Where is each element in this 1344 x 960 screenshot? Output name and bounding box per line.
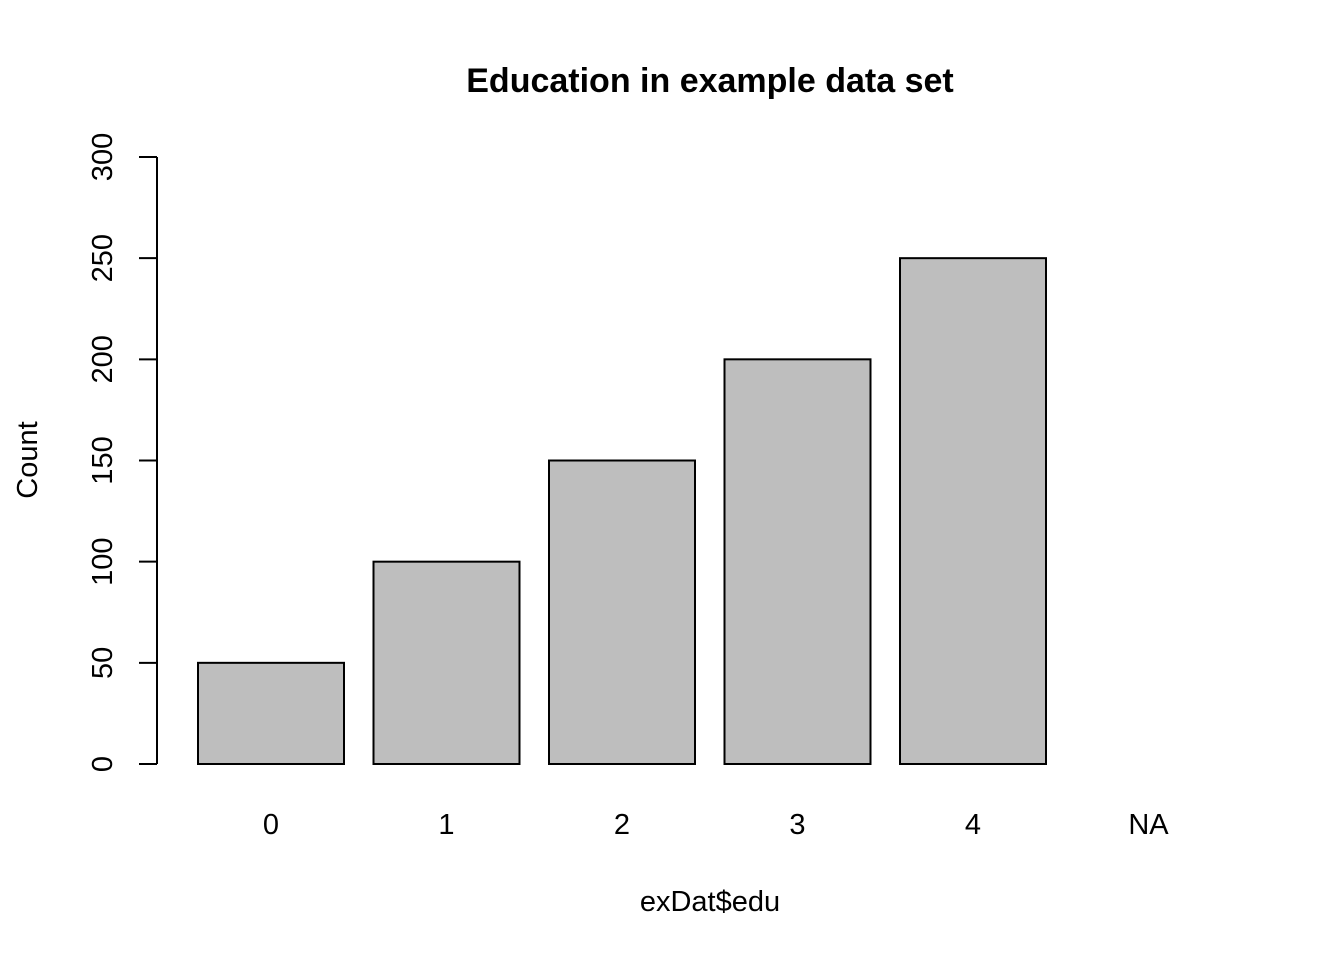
x-tick-label: 4 (965, 809, 981, 841)
y-tick-label: 150 (87, 436, 119, 484)
x-tick-labels: 0 1 2 3 4 NA (263, 809, 1169, 841)
y-axis: 0 50 100 150 200 250 300 (87, 133, 158, 772)
y-tick-label: 0 (87, 756, 119, 772)
bar-1 (372, 560, 521, 766)
bar-2 (548, 459, 696, 765)
x-axis-label: exDat$edu (640, 886, 780, 918)
bar-3 (723, 358, 872, 765)
y-tick-label: 250 (87, 234, 119, 282)
bar-0 (197, 661, 345, 765)
y-axis-label: Count (12, 421, 44, 498)
x-tick-label: 3 (789, 809, 805, 841)
bars (197, 257, 1047, 766)
x-tick-label: NA (1128, 809, 1169, 841)
y-tick-label: 100 (87, 537, 119, 585)
x-tick-label: 2 (614, 809, 630, 841)
y-tick-label: 300 (87, 133, 119, 181)
x-tick-label: 1 (438, 809, 454, 841)
y-tick-label: 50 (87, 647, 119, 679)
x-tick-label: 0 (263, 809, 279, 841)
chart-title: Education in example data set (466, 62, 953, 100)
y-tick-label: 200 (87, 335, 119, 383)
bar-4 (899, 257, 1047, 765)
